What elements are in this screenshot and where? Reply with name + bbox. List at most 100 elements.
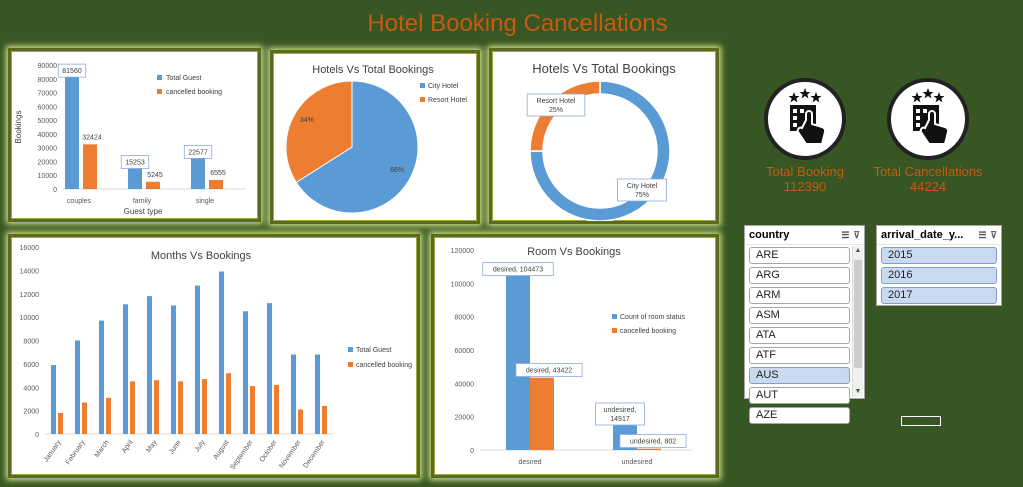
scroll-down-icon[interactable]: ▼ [854,388,862,395]
x-tick-label: November [278,439,303,470]
y-tick-label: 70000 [38,91,58,98]
slice-label-box [617,178,667,202]
clear-filter-icon[interactable]: ⊽ [990,229,997,240]
data-label: 22577 [188,149,208,156]
scroll-up-icon[interactable]: ▲ [854,247,862,254]
legend-label: Resort Hotel [428,97,467,104]
data-label-box [120,155,150,169]
y-tick-label: 40000 [38,132,58,139]
bar [65,76,79,189]
scroll-thumb[interactable] [854,260,862,368]
year-slicer-item[interactable]: 2016 [881,267,997,284]
legend-swatch [612,314,617,319]
hotels-donut-chart[interactable]: Hotels Vs Total Bookings City Hotel 75% Res… [489,48,719,224]
clear-filter-icon[interactable]: ⊽ [853,229,860,240]
bar [154,380,159,434]
multi-select-icon[interactable]: ☰ [978,229,987,240]
x-tick-label: October [259,439,279,464]
cell-selection-box[interactable] [901,416,941,426]
data-label-box [619,434,687,448]
bar [147,296,152,434]
bar [315,354,320,434]
y-tick-label: 90000 [38,63,58,70]
arrival-year-slicer-header: arrival_date_y... ☰ ⊽ [877,226,1001,245]
kpi-total-cancellations-value: 44224 [909,179,947,194]
arrival-year-slicer[interactable]: arrival_date_y... ☰ ⊽ 2015 2016 2017 [876,225,1002,306]
months-bookings-chart-svg: Months Vs Bookings 0 2000 4000 6000 8000 10000… [20,245,413,472]
guest-type-chart[interactable]: 0 10000 20000 30000 40000 50000 60000 70000 8000… [8,48,261,222]
hotel-tap-icon [764,78,846,160]
country-slicer-item[interactable]: ATF [749,347,850,364]
bar [226,373,231,434]
y-tick-label: 4000 [23,385,39,392]
y-tick-label: 80000 [38,77,58,84]
multi-select-icon[interactable]: ☰ [841,229,850,240]
legend-label: cancelled booking [356,362,412,369]
bar [178,381,183,434]
bar [291,354,296,434]
bar [298,409,303,434]
legend-label: cancelled booking [166,89,222,96]
legend-label: cancelled booking [620,328,676,335]
country-slicer-title: country [749,229,790,241]
country-slicer-item[interactable]: ARM [749,287,850,304]
bar [82,402,87,434]
y-tick-label: 12000 [20,292,40,299]
year-slicer-item[interactable]: 2015 [881,247,997,264]
kpi-total-booking: Total Booking 112390 [755,78,855,194]
year-slicer-item[interactable]: 2017 [881,287,997,304]
data-label-box [482,262,554,276]
bar [530,377,554,450]
y-tick-label: 40000 [455,381,475,388]
y-tick-label: 14000 [20,268,40,275]
bar [83,144,97,189]
data-label: 32424 [82,134,102,141]
country-slicer-item[interactable]: AUT [749,387,850,404]
x-tick-label: June [168,439,183,456]
months-bookings-chart[interactable]: Months Vs Bookings 0 2000 4000 6000 8000 10000… [8,234,420,478]
data-label-box [57,63,87,78]
country-slicer-item[interactable]: AZE [749,407,850,424]
country-slicer-item[interactable]: ATA [749,327,850,344]
country-slicer-item[interactable]: AUS [749,367,850,384]
country-slicer-item[interactable]: ARG [749,267,850,284]
bar [637,448,661,450]
y-tick-label: 80000 [455,315,475,322]
country-slicer-item[interactable]: ASM [749,307,850,324]
country-slicer-item[interactable]: ARE [749,247,850,264]
country-slicer-scrollbar[interactable]: ▲ ▼ [852,246,863,397]
legend-label: Total Guest [356,347,391,354]
bar [191,157,205,189]
y-tick-label: 100000 [451,281,474,288]
legend-swatch [157,75,162,80]
room-bookings-chart[interactable]: Room Vs Bookings 0 20000 40000 60000 80000 100… [431,234,719,478]
x-tick-label: January [43,439,63,464]
bar [219,271,224,434]
kpi-total-cancellations-label: Total Cancellations [873,164,983,179]
hotel-tap-icon [887,78,969,160]
legend-swatch [612,328,617,333]
chart-title: Hotels Vs Total Bookings [532,61,676,76]
x-tick-label: September [229,439,255,472]
y-axis-title: Bookings [14,111,23,144]
y-tick-label: 10000 [20,315,40,322]
hotels-pie-chart[interactable]: Hotels Vs Total Bookings 66% 34% City Hotel… [270,50,480,224]
bar [123,304,128,434]
legend-swatch [157,89,162,94]
x-tick-label: July [194,439,207,454]
bar [195,285,200,434]
bar [58,412,63,434]
legend-swatch [420,97,425,102]
y-tick-label: 50000 [38,118,58,125]
y-tick-label: 10000 [38,173,58,180]
country-slicer[interactable]: country ☰ ⊽ ARE ARG ARM ASM ATA ATF AUS AUT AZE … [744,225,865,424]
legend-swatch [348,347,353,352]
y-tick-label: 30000 [38,146,58,153]
legend-label: Total Guest [166,75,201,82]
y-tick-label: 2000 [23,409,39,416]
data-label: undesired, 14917 [604,407,637,423]
data-label: 15253 [125,159,145,166]
data-label: desired, 43422 [526,368,572,375]
country-slicer-header: country ☰ ⊽ [745,226,864,245]
bar [128,167,142,189]
